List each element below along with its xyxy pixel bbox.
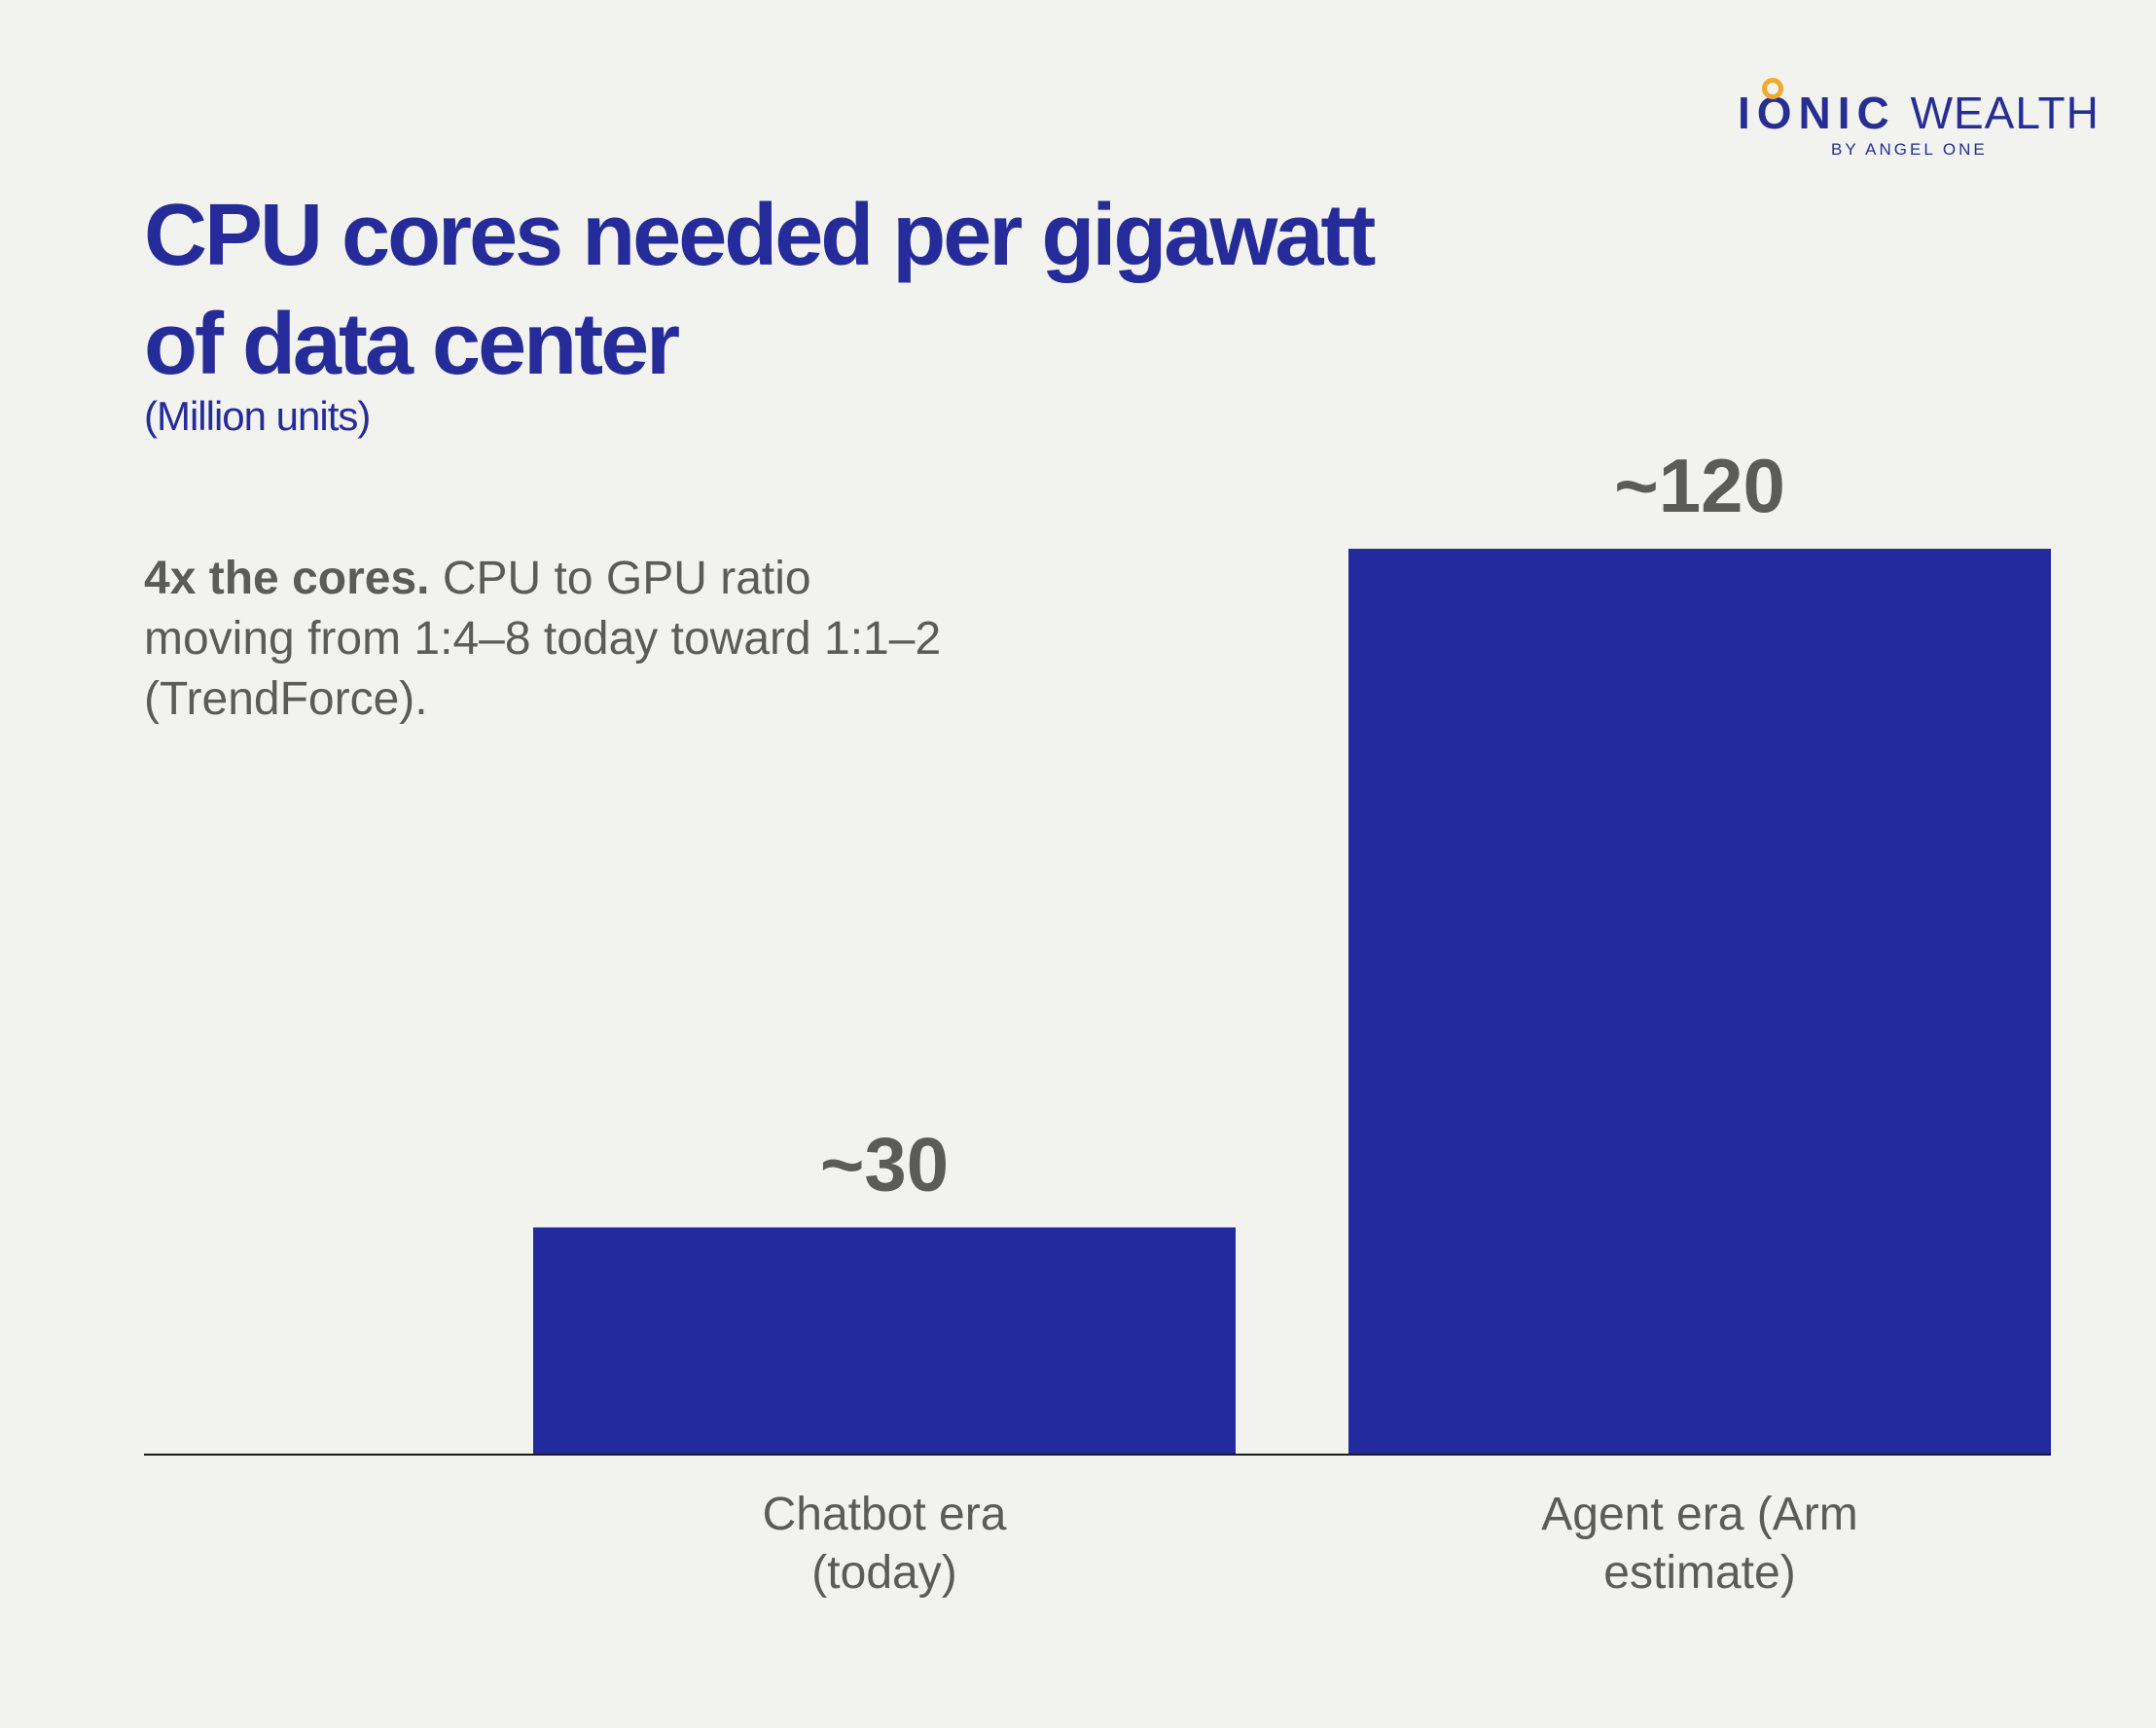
chart-annotation: 4x the cores. CPU to GPU ratio moving fr…: [144, 549, 942, 730]
bar-value-label: ~120: [1614, 443, 1785, 528]
chart-subtitle: (Million units): [144, 393, 371, 439]
x-axis-tick-label-line: Chatbot era: [763, 1489, 1007, 1540]
chart-title: CPU cores needed per gigawatt of data ce…: [144, 187, 1376, 393]
bar-2: [1348, 549, 2051, 1454]
logo-wealth-text: WEALTH: [1910, 88, 2100, 138]
brand-logo: IONIC WEALTH BY ANGEL ONE: [1732, 78, 2099, 165]
logo-wordmark: IONIC WEALTH: [1738, 86, 2100, 140]
x-axis-tick-label: Agent era (Arm estimate): [1541, 1489, 1857, 1599]
x-axis-tick-label: Chatbot era (today): [763, 1489, 1007, 1599]
logo-tagline: BY ANGEL ONE: [1831, 140, 1988, 159]
bar-1: [533, 1227, 1236, 1454]
bar-value-label: ~30: [820, 1122, 949, 1207]
annotation-highlight: 4x the cores.: [144, 553, 430, 604]
x-axis-tick-label-line: (today): [811, 1547, 956, 1599]
annotation-text: CPU to GPU ratio moving from 1:4–8 today…: [144, 553, 942, 725]
x-axis-tick-label-line: estimate): [1603, 1547, 1795, 1599]
logo-ionic-text: IONIC: [1738, 88, 1896, 138]
x-axis-tick-label-line: Agent era (Arm: [1541, 1489, 1857, 1540]
logo-ring-icon: [1762, 78, 1783, 99]
